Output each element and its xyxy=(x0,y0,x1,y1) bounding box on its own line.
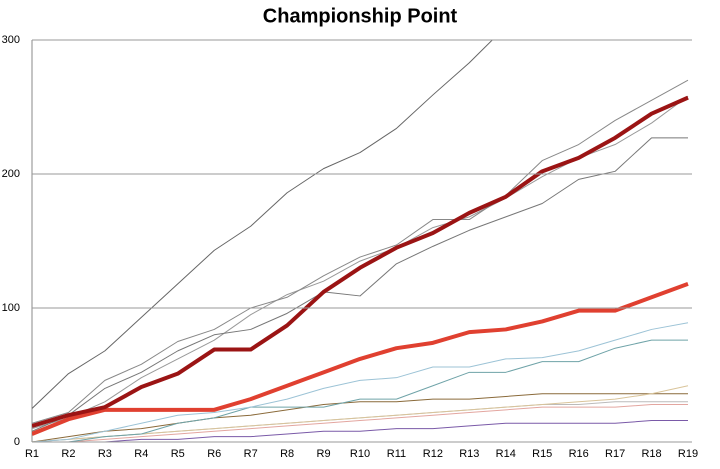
plot-area xyxy=(32,40,689,443)
x-tick-label: R19 xyxy=(678,448,698,460)
x-tick-label: R9 xyxy=(317,448,331,460)
series-line xyxy=(32,339,688,443)
x-tick-label: R16 xyxy=(569,448,589,460)
y-tick-label: 200 xyxy=(2,168,20,180)
series-line xyxy=(32,95,689,428)
y-tick-label: 0 xyxy=(14,436,20,448)
x-tick-label: R14 xyxy=(496,448,516,460)
series-line xyxy=(32,282,689,436)
series-line xyxy=(32,393,688,443)
x-tick-label: R13 xyxy=(459,448,479,460)
chart-title: Championship Point xyxy=(263,5,458,27)
x-tick-label: R12 xyxy=(423,448,443,460)
y-tick-label: 300 xyxy=(2,34,20,46)
series-line xyxy=(32,137,688,432)
y-tick-label: 100 xyxy=(2,302,20,314)
x-tick-label: R4 xyxy=(134,448,148,460)
x-tick-label: R18 xyxy=(641,448,661,460)
x-tick-label: R3 xyxy=(98,448,112,460)
x-tick-label: R11 xyxy=(387,448,406,460)
x-tick-label: R17 xyxy=(605,448,625,460)
x-tick-label: R1 xyxy=(25,448,39,460)
series-line xyxy=(32,403,688,443)
series-line xyxy=(32,322,689,443)
x-tick-label: R15 xyxy=(532,448,552,460)
series-line xyxy=(32,40,493,409)
series-line xyxy=(32,95,689,430)
x-tick-label: R10 xyxy=(350,448,370,460)
series-line xyxy=(32,79,689,424)
x-tick-label: R7 xyxy=(244,448,258,460)
x-tick-label: R8 xyxy=(280,448,294,460)
x-tick-label: R5 xyxy=(171,448,185,460)
x-tick-label: R2 xyxy=(61,448,75,460)
series-line xyxy=(32,420,688,443)
x-tick-label: R6 xyxy=(207,448,221,460)
series-line xyxy=(32,401,688,443)
